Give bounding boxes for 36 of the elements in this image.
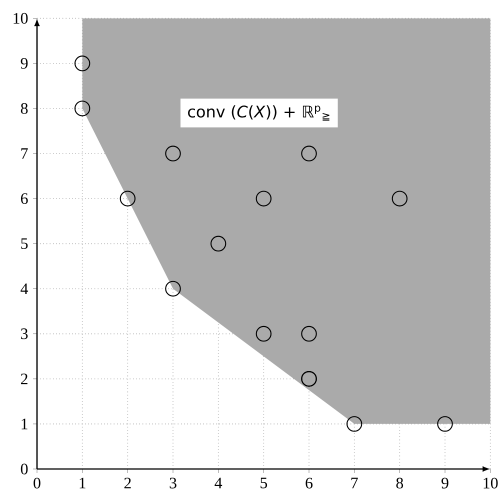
point [120,190,136,206]
y-tick-label: 0 [20,464,28,474]
x-tick-label: 6 [306,478,313,488]
y-tick-label: 4 [20,283,28,294]
y-tick-label: 1 [22,418,28,430]
point [256,326,272,342]
x-tick-label: 3 [170,478,176,488]
y-tick-label: 3 [21,328,28,340]
point [392,190,408,206]
x-tick-label: 4 [214,478,222,488]
y-tick-label: 2 [21,374,28,384]
x-tick-label: 9 [442,478,448,488]
y-tick-label: 8 [20,103,28,114]
x-tick-label: 5 [260,478,268,488]
point [301,326,317,342]
point [346,416,362,432]
x-tick-label: 0 [34,478,40,488]
point [256,190,272,206]
point [165,280,181,297]
y-tick-label: 9 [20,58,28,69]
y-tick-label: 6 [20,193,28,204]
y-tick-label: 7 [21,148,28,159]
annotation: conv (C(X)) + ℝ$^{p}$≧ [188,105,330,121]
point [301,146,317,162]
point [74,56,90,72]
point [165,146,181,162]
x-tick-label: 7 [351,478,358,488]
y-tick-label: 10 [14,12,28,24]
x-tick-label: 8 [396,478,404,488]
x-tick-label: 1 [80,478,86,488]
point [437,416,453,432]
x-tick-label: 2 [124,478,131,488]
y-tick-label: 5 [21,238,28,249]
x-tick-label: 10 [484,478,498,488]
point [210,236,226,252]
point [74,100,90,116]
